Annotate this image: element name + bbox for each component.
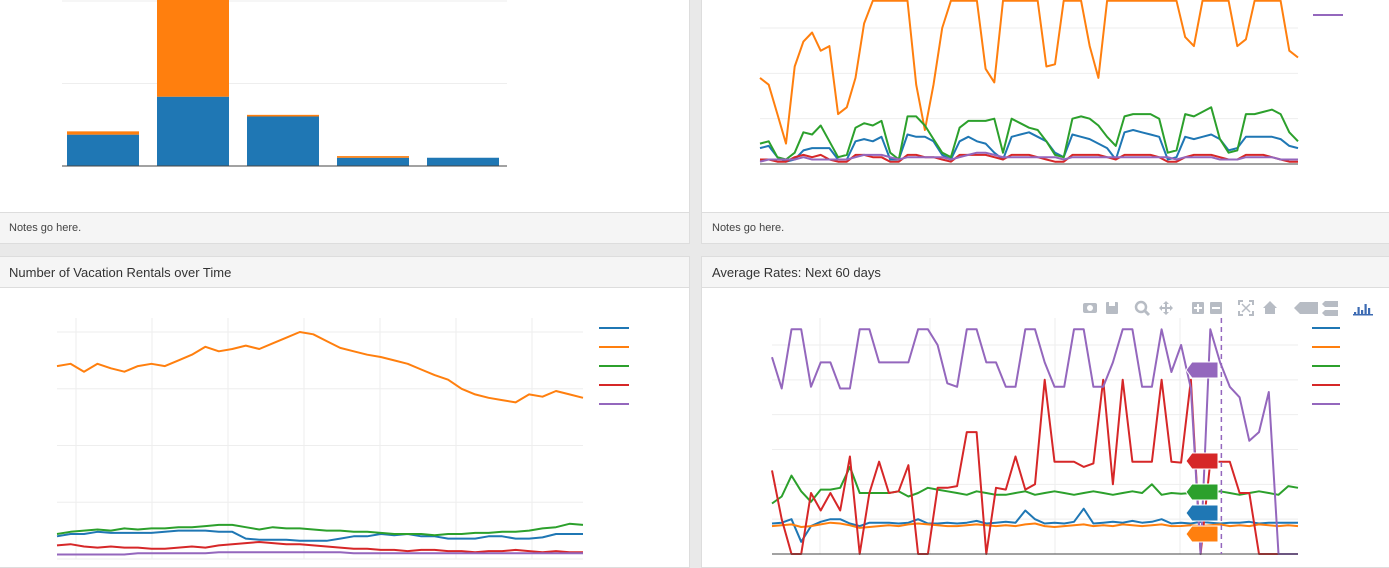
- panel-footer-notes: Notes go here.: [702, 212, 1389, 243]
- save-icon[interactable]: [1106, 302, 1118, 314]
- series-line-4br[interactable]: [57, 551, 583, 556]
- logo-bar: [1368, 308, 1371, 314]
- zoom-plus: [1197, 304, 1199, 312]
- series-line-2br[interactable]: [759, 106, 1299, 161]
- bar-booked-0[interactable]: [67, 131, 139, 135]
- zoom-lens: [1134, 300, 1148, 314]
- series-line-2br[interactable]: [56, 522, 584, 537]
- bar-available-1[interactable]: [157, 96, 229, 166]
- panel-available-rentals: Notes go here.: [701, 0, 1389, 244]
- compare-top: [1322, 301, 1338, 307]
- camera-icon[interactable]: [1083, 303, 1097, 313]
- panel-title: Number of Vacation Rentals over Time: [0, 257, 689, 288]
- panel-title: Average Rates: Next 60 days: [702, 257, 1389, 288]
- available-rentals-chart[interactable]: [702, 0, 1389, 212]
- pan-arrows: [1159, 301, 1173, 315]
- autoscale-cross: [1241, 303, 1251, 313]
- hover-label-1br: [1185, 525, 1219, 543]
- rentals-over-time-chart[interactable]: [0, 288, 690, 568]
- autoscale-icon[interactable]: [1238, 300, 1254, 316]
- series-line-1br[interactable]: [759, 0, 1299, 145]
- hover-closest-icon[interactable]: [1294, 302, 1318, 314]
- hover-label-4br: [1185, 361, 1219, 379]
- hover-label-box: [1185, 361, 1219, 379]
- plotly-logo-icon[interactable]: [1353, 304, 1373, 316]
- hover-label-2br: [1185, 483, 1219, 501]
- series-line-1br[interactable]: [771, 521, 1299, 529]
- autoscale-corners: [1238, 300, 1254, 316]
- logo-base: [1353, 314, 1373, 316]
- zoom-minus: [1212, 307, 1220, 309]
- compare-bottom: [1322, 310, 1338, 316]
- series-line-4br[interactable]: [759, 151, 1298, 163]
- bar-available-4[interactable]: [427, 157, 499, 166]
- bar-available-3[interactable]: [337, 157, 409, 166]
- zoom-in-icon[interactable]: [1192, 302, 1204, 314]
- hover-closest-shape: [1294, 302, 1318, 314]
- hover-label-box: [1185, 483, 1219, 501]
- series-line-0br[interactable]: [771, 507, 1298, 543]
- panel-footer-notes: Notes go here.: [0, 212, 689, 243]
- series-line-3br[interactable]: [771, 378, 1298, 555]
- logo-bar: [1357, 307, 1360, 314]
- series-line-0br[interactable]: [56, 529, 583, 542]
- home-icon[interactable]: [1263, 301, 1277, 314]
- zoom-icon[interactable]: [1134, 300, 1151, 317]
- save-slot: [1109, 302, 1115, 306]
- average-rates-chart[interactable]: [702, 288, 1389, 568]
- bar-booked-1[interactable]: [157, 0, 229, 97]
- panel-average-rates: Average Rates: Next 60 days: [701, 256, 1389, 568]
- panel-rentals-over-time: Number of Vacation Rentals over Time: [0, 256, 690, 568]
- logo-bar: [1354, 312, 1357, 314]
- series-line-3br[interactable]: [56, 541, 583, 554]
- pan-icon[interactable]: [1159, 301, 1173, 315]
- bar-booked-3[interactable]: [337, 156, 409, 158]
- hover-label-0br: [1185, 504, 1219, 522]
- camera-lens: [1087, 305, 1093, 311]
- series-line-0br[interactable]: [759, 129, 1299, 163]
- bar-available-0[interactable]: [67, 134, 139, 166]
- hover-label-3br: [1185, 452, 1219, 470]
- hover-label-box: [1185, 452, 1219, 470]
- hover-compare-icon[interactable]: [1322, 301, 1338, 316]
- hover-label-box: [1185, 504, 1219, 522]
- zoom-handle: [1143, 309, 1151, 317]
- bar-booked-2[interactable]: [247, 114, 319, 117]
- zoom-out-icon[interactable]: [1210, 302, 1222, 314]
- logo-bar: [1364, 304, 1367, 314]
- series-line-1br[interactable]: [56, 331, 584, 404]
- bar-available-2[interactable]: [247, 116, 319, 167]
- panel-bedrooms-bar: Notes go here.: [0, 0, 690, 244]
- bar-chart[interactable]: [0, 0, 690, 212]
- logo-bar: [1361, 310, 1364, 314]
- home-shape: [1263, 301, 1277, 314]
- series-line-4br[interactable]: [771, 328, 1298, 555]
- hover-label-box: [1185, 525, 1219, 543]
